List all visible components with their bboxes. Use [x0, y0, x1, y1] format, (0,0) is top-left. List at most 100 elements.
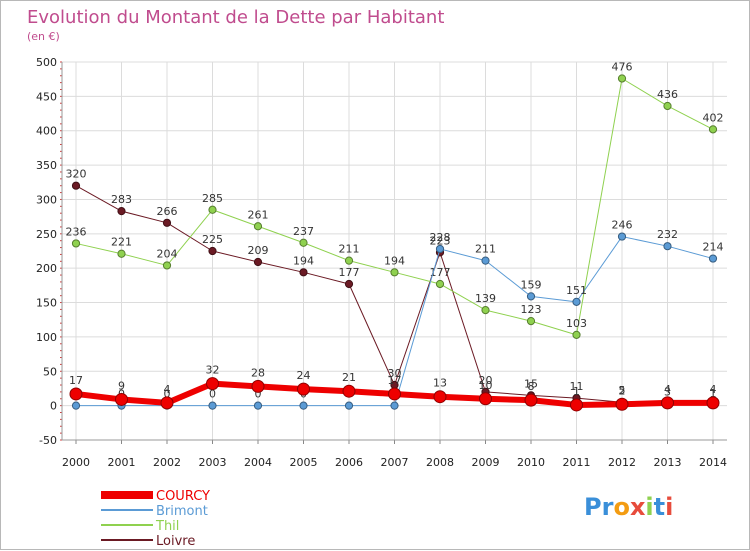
data-label-loivre: 20: [479, 374, 493, 387]
data-label-courcy: 17: [388, 374, 402, 387]
y-tick-label: -50: [39, 434, 57, 447]
x-tick-label: 2002: [153, 456, 181, 469]
data-point-courcy: [524, 393, 538, 407]
data-point-thil: [162, 261, 172, 270]
data-point-loivre: [253, 257, 263, 267]
data-point-courcy: [615, 397, 629, 411]
data-label-loivre: 194: [293, 254, 314, 267]
data-point-thil: [572, 330, 581, 339]
data-point-loivre: [299, 268, 308, 277]
x-tick-label: 2007: [381, 456, 409, 469]
data-point-brimont: [253, 401, 263, 410]
chart-title: Evolution du Montant de la Dette par Hab…: [27, 7, 444, 28]
legend-label: COURCY: [156, 489, 210, 504]
data-label-courcy: 1: [573, 385, 580, 398]
data-label-brimont: 151: [566, 284, 587, 297]
data-label-courcy: 4: [664, 383, 671, 396]
data-point-thil: [117, 249, 126, 258]
legend-label: Loivre: [156, 534, 195, 549]
data-point-courcy: [661, 396, 674, 410]
x-tick-label: 2014: [699, 456, 727, 469]
data-label-loivre: 1: [710, 387, 717, 400]
data-label-courcy: 4: [710, 383, 717, 396]
data-label-courcy: 13: [433, 377, 447, 390]
data-point-courcy: [251, 379, 265, 393]
data-label-thil: 204: [157, 247, 178, 260]
x-tick-label: 2009: [472, 456, 500, 469]
data-point-thil: [617, 74, 627, 83]
y-tick-label: 50: [43, 365, 57, 378]
data-point-courcy: [206, 377, 219, 391]
proxiti-logo: Proxiti: [584, 493, 673, 521]
data-point-thil: [253, 222, 263, 231]
x-tick-label: 2006: [335, 456, 363, 469]
y-tick-label: 0: [50, 400, 57, 413]
data-label-courcy: 2: [619, 384, 626, 397]
data-point-brimont: [481, 256, 490, 265]
y-tick-label: 350: [36, 159, 57, 172]
logo-letter: i: [645, 493, 653, 521]
data-label-loivre: 177: [339, 266, 360, 279]
data-label-courcy: 10: [479, 379, 493, 392]
data-point-thil: [708, 125, 718, 134]
data-point-courcy: [479, 392, 492, 406]
y-tick-label: 150: [36, 297, 57, 310]
data-label-brimont: 246: [612, 219, 633, 232]
data-point-loivre: [344, 279, 354, 289]
logo-letter: r: [602, 493, 614, 521]
grid: [62, 61, 727, 441]
data-label-brimont: 214: [703, 241, 724, 254]
logo-letter: t: [654, 493, 665, 521]
data-point-brimont: [663, 242, 672, 251]
data-point-thil: [344, 256, 354, 265]
data-point-loivre: [208, 246, 217, 256]
data-label-thil: 436: [657, 88, 678, 101]
y-tick-label: 100: [36, 331, 57, 344]
data-point-brimont: [435, 244, 445, 254]
data-point-courcy: [115, 392, 128, 406]
logo-letter: i: [665, 493, 673, 521]
y-tick-label: 300: [36, 193, 57, 206]
data-label-thil: 402: [703, 111, 724, 124]
data-label-loivre: 320: [66, 168, 87, 181]
x-tick-label: 2004: [244, 456, 272, 469]
data-label-brimont: 159: [521, 278, 542, 291]
data-label-thil: 139: [475, 292, 496, 305]
logo-letter: x: [630, 493, 646, 521]
data-label-courcy: 4: [164, 383, 171, 396]
data-point-courcy: [570, 398, 583, 412]
data-point-thil: [299, 238, 308, 247]
data-label-thil: 261: [248, 208, 269, 221]
x-tick-label: 2011: [563, 456, 591, 469]
series-courcy: 17 9 432 28 24 21 17 13 10 8 1 2 4 4: [69, 364, 720, 412]
y-tick-label: 500: [36, 56, 57, 69]
data-point-courcy: [388, 387, 401, 401]
legend-item-brimont: Brimont: [101, 504, 208, 519]
data-point-brimont: [526, 292, 536, 301]
data-point-thil: [71, 239, 81, 248]
data-point-courcy: [69, 387, 83, 401]
data-label-brimont: 0: [209, 388, 216, 401]
legend-item-courcy: COURCY: [101, 489, 210, 504]
data-label-courcy: 28: [251, 366, 265, 379]
data-label-loivre: 225: [202, 233, 223, 246]
data-label-thil: 123: [521, 303, 542, 316]
x-tick-label: 2001: [108, 456, 136, 469]
logo-letter: P: [584, 493, 602, 521]
x-tick-label: 2005: [290, 456, 318, 469]
data-label-thil: 103: [566, 317, 587, 330]
legend-label: Thil: [155, 519, 179, 534]
data-label-thil: 285: [202, 192, 223, 205]
data-label-thil: 177: [430, 266, 451, 279]
data-label-thil: 476: [612, 60, 633, 73]
data-label-loivre: 223: [430, 234, 451, 247]
data-label-brimont: 211: [475, 243, 496, 256]
data-label-loivre: 5: [619, 384, 626, 397]
data-label-thil: 236: [66, 225, 87, 238]
data-label-thil: 221: [111, 236, 132, 249]
data-point-thil: [526, 317, 536, 326]
y-tick-label: 400: [36, 125, 57, 138]
